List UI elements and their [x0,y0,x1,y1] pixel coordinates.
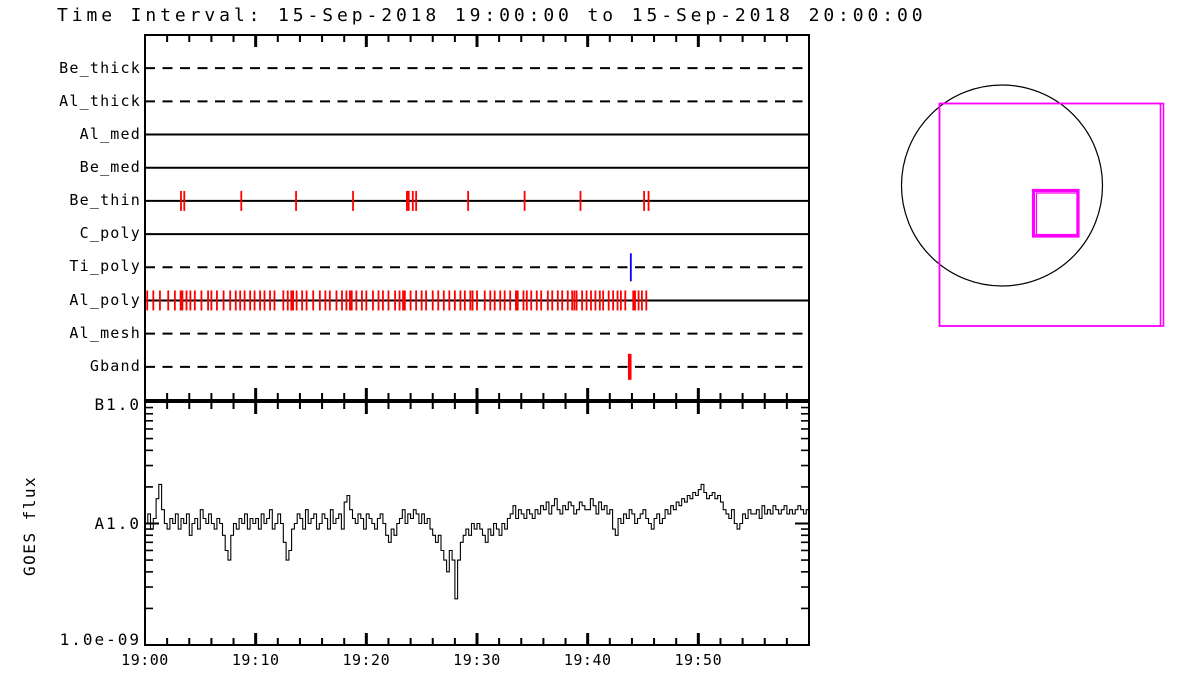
fov-diagram [900,84,1165,327]
filter-label-al-mesh: Al_mesh [69,324,141,342]
fov-square-small [1031,188,1080,238]
xtick-1930: 19:30 [453,651,501,669]
fov-square-large [938,102,1162,327]
xtick-1900: 19:00 [121,651,169,669]
goes-ytick-a1: A1.0 [94,514,141,533]
filter-label-al-thick: Al_thick [59,92,141,110]
timeline-frame [144,34,810,401]
goes-ytick-1e-9: 1.0e-09 [59,630,141,649]
page-title: Time Interval: 15-Sep-2018 19:00:00 to 1… [57,5,927,26]
sun-limb-circle [900,84,1104,287]
fov-square-large [938,102,1165,327]
filter-label-ti-poly: Ti_poly [69,257,141,275]
xtick-1950: 19:50 [674,651,723,669]
filter-label-al-poly: Al_poly [69,291,141,309]
xtick-1940: 19:40 [563,651,612,669]
filter-label-al-med: Al_med [79,125,141,143]
xtick-1920: 19:20 [342,651,391,669]
goes-ytick-b1: B1.0 [94,395,141,414]
filter-label-be-thin: Be_thin [69,191,141,209]
filter-label-c-poly: C_poly [79,224,141,242]
filter-label-gband: Gband [89,357,141,375]
xtick-1910: 19:10 [231,651,280,669]
goes-flux-curve [145,483,809,600]
filter-label-be-med: Be_med [79,158,141,176]
fov-square-small [1035,192,1078,236]
goes-axis-title: GOES flux [20,475,39,576]
filter-label-be-thick: Be_thick [59,59,141,77]
filter-timeline-panel [144,34,810,401]
goes-flux-panel [144,401,810,646]
